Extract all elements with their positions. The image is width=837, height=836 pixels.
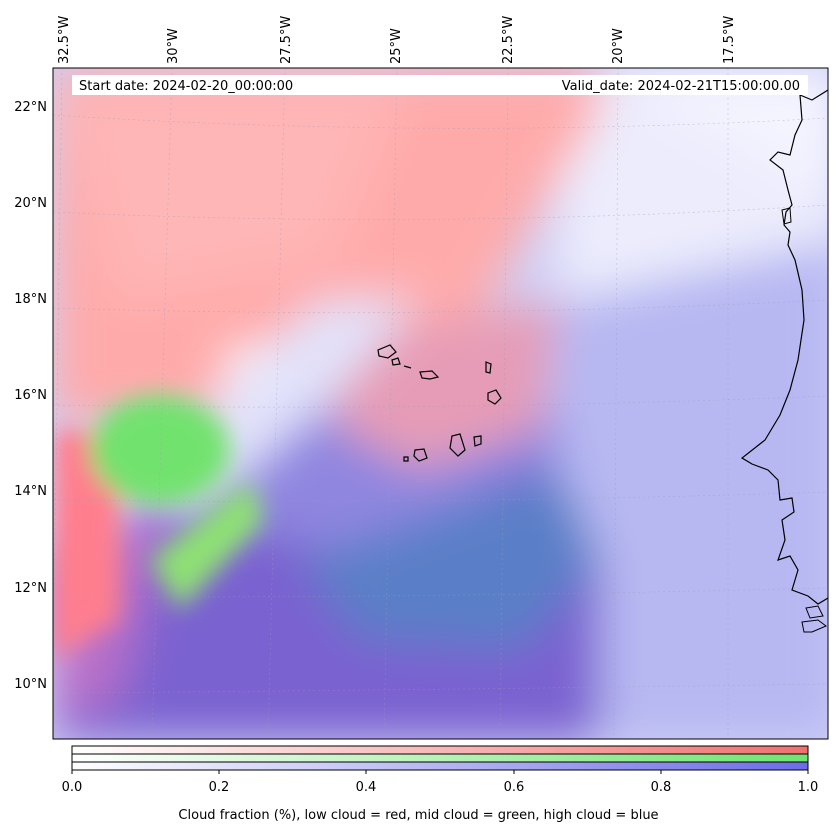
cape-verde-islands bbox=[377, 344, 502, 462]
date-banner bbox=[72, 75, 808, 95]
colorbar-mid-cloud bbox=[72, 754, 808, 762]
lat-label: 10°N bbox=[14, 677, 47, 692]
low-cloud-west bbox=[53, 430, 120, 660]
africa-coastline bbox=[740, 89, 828, 605]
colorbar: 0.0 0.2 0.4 0.6 0.8 1.0 bbox=[62, 745, 819, 795]
latitude-labels: 22°N 20°N 18°N 16°N 14°N 12°N 10°N bbox=[14, 100, 47, 692]
lon-label: 27.5°W bbox=[279, 16, 294, 64]
colorbar-tick: 0.4 bbox=[356, 780, 377, 795]
graticule bbox=[53, 68, 828, 739]
colorbar-caption: Cloud fraction (%), low cloud = red, mid… bbox=[178, 808, 659, 823]
lat-label: 12°N bbox=[14, 581, 47, 596]
map-frame bbox=[52, 67, 829, 740]
colorbar-tick: 0.0 bbox=[62, 780, 83, 795]
lon-label: 32.5°W bbox=[57, 16, 72, 64]
start-date-label: Start date: 2024-02-20_00:00:00 bbox=[79, 79, 293, 94]
colorbar-tick: 0.2 bbox=[209, 780, 230, 795]
bijagos-islands bbox=[801, 605, 827, 633]
lon-label: 20°W bbox=[611, 28, 626, 64]
colorbar-tick: 0.6 bbox=[504, 780, 525, 795]
mid-cloud-patch bbox=[90, 395, 230, 505]
lon-label: 17.5°W bbox=[722, 16, 737, 64]
colorbar-high-cloud bbox=[72, 762, 808, 770]
lat-label: 16°N bbox=[14, 388, 47, 403]
lat-label: 18°N bbox=[14, 292, 47, 307]
colorbar-tick: 1.0 bbox=[798, 780, 819, 795]
lon-label: 25°W bbox=[389, 28, 404, 64]
colorbar-low-cloud bbox=[72, 746, 808, 754]
valid-date-label: Valid_date: 2024-02-21T15:00:00.00 bbox=[562, 79, 800, 94]
lat-label: 14°N bbox=[14, 484, 47, 499]
lat-label: 20°N bbox=[14, 196, 47, 211]
lon-label: 30°W bbox=[166, 28, 181, 64]
lat-label: 22°N bbox=[14, 100, 47, 115]
longitude-labels: 32.5°W 30°W 27.5°W 25°W 22.5°W 20°W 17.5… bbox=[57, 16, 737, 64]
cloud-field bbox=[53, 68, 828, 739]
colorbar-tick: 0.8 bbox=[651, 780, 672, 795]
lon-label: 22.5°W bbox=[501, 16, 516, 64]
